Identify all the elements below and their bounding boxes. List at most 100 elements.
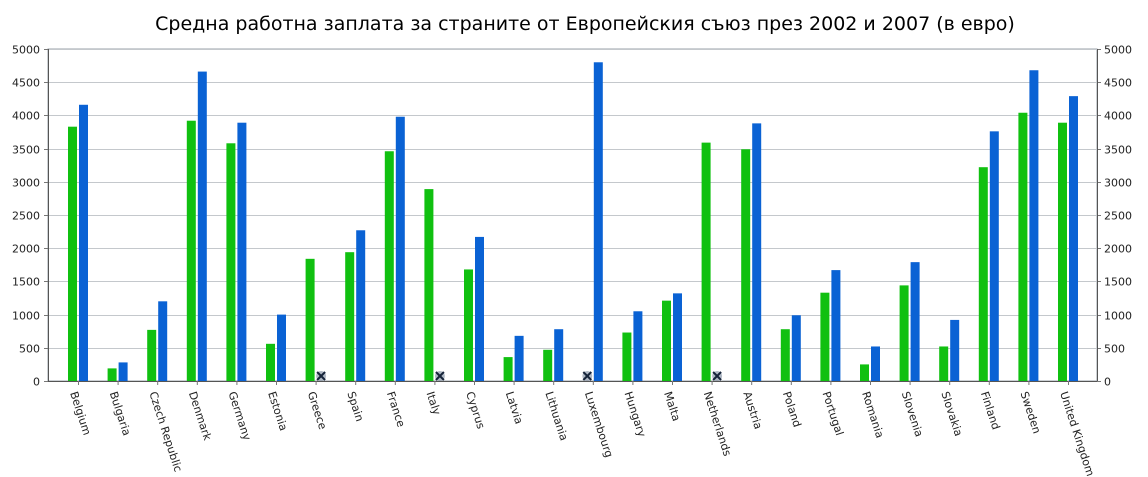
- x-category-label: Portugal: [820, 390, 846, 437]
- bar-2002: [305, 258, 315, 381]
- x-category-label: France: [384, 390, 408, 429]
- bars: [68, 62, 1078, 382]
- missing-marker-stroke: [712, 371, 722, 381]
- x-category-label: Finland: [978, 390, 1003, 431]
- bar-2002: [860, 364, 869, 381]
- y-tick-label-left: 4500: [12, 77, 40, 90]
- bar-2002: [1018, 112, 1028, 381]
- x-category-label: Belgium: [67, 390, 93, 437]
- y-tick-label-right: 2000: [1104, 243, 1132, 256]
- x-category-label: Poland: [780, 390, 804, 429]
- missing-value-marker: [712, 371, 723, 381]
- bar-2002: [345, 252, 355, 381]
- bar-2007: [118, 362, 128, 381]
- bar-2002: [780, 329, 790, 381]
- y-tick-label-left: 0: [33, 376, 40, 389]
- x-category-label: Germany: [226, 390, 254, 443]
- missing-marker-stroke: [435, 371, 445, 381]
- x-category-label: Slovakia: [938, 390, 965, 438]
- bar-2002: [820, 292, 830, 381]
- y-tick-label-left: 1000: [12, 310, 40, 323]
- bar-2007: [475, 236, 484, 381]
- bar-2007: [395, 116, 405, 381]
- bar-2002: [939, 346, 949, 381]
- bar-2002: [701, 142, 711, 381]
- bar-2002: [186, 120, 196, 381]
- bar-2002: [464, 269, 473, 381]
- y-tick-label-right: 3000: [1104, 177, 1132, 190]
- bar-2007: [277, 314, 286, 381]
- gridlines: [48, 49, 1097, 349]
- y-tick-label-right: 4000: [1104, 110, 1132, 123]
- bar-2002: [226, 143, 236, 381]
- bar-2007: [1029, 70, 1039, 382]
- bar-2002: [424, 189, 434, 381]
- bar-2007: [950, 319, 960, 381]
- y-tick-label-left: 3500: [12, 144, 40, 157]
- y-tick-label-left: 1500: [12, 276, 40, 289]
- bar-2002: [1058, 122, 1067, 381]
- missing-marker-stroke: [582, 371, 593, 381]
- bar-2002: [543, 349, 553, 381]
- x-category-label: Netherlands: [701, 390, 734, 458]
- bar-2007: [871, 346, 880, 381]
- x-category-label: Denmark: [186, 390, 214, 443]
- bar-2007: [158, 301, 168, 381]
- y-tick-label-right: 5000: [1104, 44, 1132, 57]
- x-category-label: Romania: [859, 390, 886, 440]
- bar-2002: [899, 285, 909, 381]
- x-category-label: Malta: [661, 390, 683, 423]
- y-tick-label-right: 500: [1104, 343, 1125, 356]
- bar-2002: [622, 332, 632, 381]
- bar-2007: [237, 122, 247, 381]
- bar-2002: [978, 167, 988, 381]
- x-category-label: Greece: [305, 390, 330, 431]
- y-tick-label-right: 3500: [1104, 144, 1132, 157]
- x-category-label: Luxembourg: [582, 390, 616, 459]
- bar-2007: [593, 62, 603, 381]
- y-tick-label-left: 2000: [12, 243, 40, 256]
- chart-title: Средна работна заплата за страните от Ев…: [155, 13, 1015, 35]
- x-category-label: Italy: [424, 390, 444, 417]
- bar-2002: [662, 300, 671, 381]
- y-tick-label-left: 2500: [12, 210, 40, 223]
- y-tick-label-left: 3000: [12, 177, 40, 190]
- x-category-label: Lithuania: [542, 390, 570, 442]
- missing-value-marker: [582, 371, 593, 381]
- bar-2007: [910, 262, 920, 381]
- x-category-label: Bulgaria: [107, 390, 133, 437]
- bar-2007: [356, 230, 366, 381]
- bar-2007: [791, 315, 801, 381]
- axes: [44, 49, 1101, 385]
- bar-2007: [831, 270, 841, 381]
- y-tick-label-right: 2500: [1104, 210, 1132, 223]
- y-tick-label-right: 0: [1104, 376, 1111, 389]
- bar-2007: [554, 329, 564, 381]
- y-tick-label-right: 4500: [1104, 77, 1132, 90]
- bar-2002: [107, 368, 117, 381]
- y-tick-label-right: 1000: [1104, 310, 1132, 323]
- bar-2007: [1069, 96, 1078, 382]
- bar-2002: [384, 151, 394, 381]
- x-category-label: Spain: [344, 390, 366, 423]
- y-tick-label-left: 500: [19, 343, 40, 356]
- bar-2002: [741, 149, 751, 381]
- bar-2002: [266, 343, 275, 381]
- x-category-label: Estonia: [265, 390, 290, 433]
- missing-value-marker: [316, 371, 327, 381]
- bar-2007: [673, 293, 682, 381]
- x-category-label: Cyprus: [463, 390, 487, 431]
- bar-2007: [989, 131, 999, 381]
- y-tick-label-left: 5000: [12, 44, 40, 57]
- bar-2002: [68, 126, 77, 381]
- y-tick-label-right: 1500: [1104, 276, 1132, 289]
- bar-2007: [79, 104, 88, 381]
- x-category-label: Hungary: [622, 390, 649, 439]
- bar-2002: [147, 329, 157, 381]
- bar-2007: [633, 311, 643, 381]
- bar-2007: [514, 335, 524, 381]
- missing-value-marker: [434, 371, 445, 381]
- x-category-label: Slovenia: [899, 390, 926, 439]
- x-category-label: Latvia: [503, 390, 526, 426]
